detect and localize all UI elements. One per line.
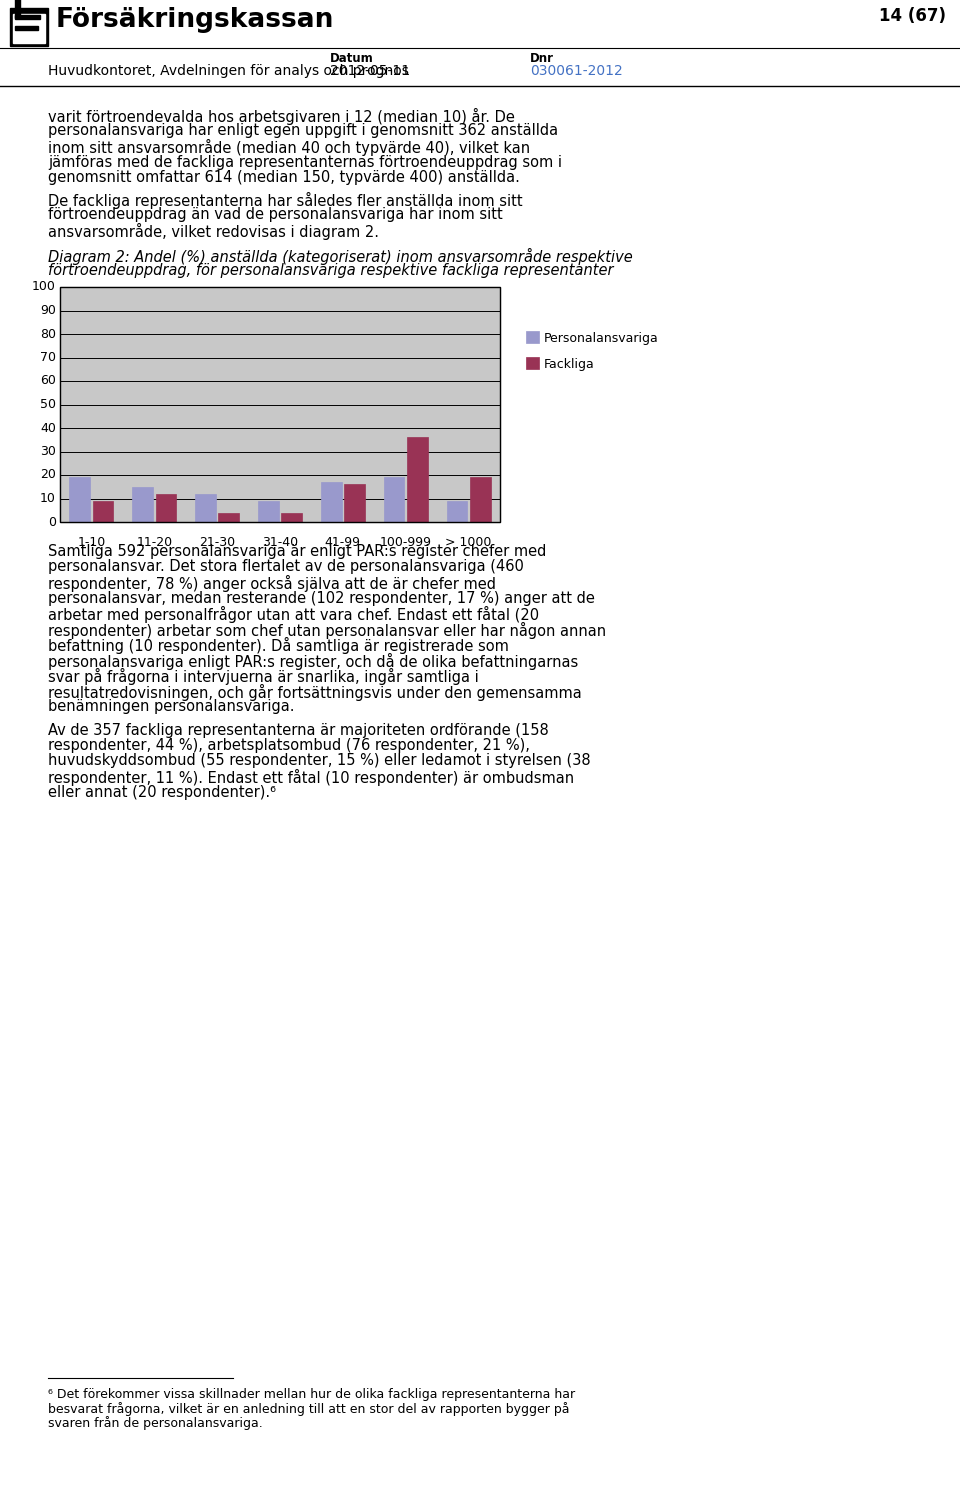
Text: Huvudkontoret, Avdelningen för analys och prognos: Huvudkontoret, Avdelningen för analys oc… xyxy=(48,64,409,77)
Text: respondenter, 78 %) anger också själva att de är chefer med: respondenter, 78 %) anger också själva a… xyxy=(48,575,496,592)
Text: personalansvar. Det stora flertalet av de personalansvariga (460: personalansvar. Det stora flertalet av d… xyxy=(48,559,524,574)
Text: befattning (10 respondenter). Då samtliga är registrerade som: befattning (10 respondenter). Då samtlig… xyxy=(48,636,509,654)
Text: 40: 40 xyxy=(40,421,56,434)
Bar xyxy=(258,501,278,522)
Bar xyxy=(518,315,673,384)
Text: respondenter, 11 %). Endast ett fåtal (10 respondenter) är ombudsman: respondenter, 11 %). Endast ett fåtal (1… xyxy=(48,769,574,787)
Bar xyxy=(407,437,428,522)
Text: 20: 20 xyxy=(40,468,56,482)
Text: personalansvar, medan resterande (102 respondenter, 17 %) anger att de: personalansvar, medan resterande (102 re… xyxy=(48,590,595,605)
Text: arbetar med personalfrågor utan att vara chef. Endast ett fåtal (20: arbetar med personalfrågor utan att vara… xyxy=(48,607,540,623)
Text: benämningen personalansvariga.: benämningen personalansvariga. xyxy=(48,699,295,714)
Text: respondenter) arbetar som chef utan personalansvar eller har någon annan: respondenter) arbetar som chef utan pers… xyxy=(48,622,606,638)
Text: genomsnitt omfattar 614 (median 150, typvärde 400) anställda.: genomsnitt omfattar 614 (median 150, typ… xyxy=(48,170,520,184)
Text: > 1000: > 1000 xyxy=(445,535,492,549)
Bar xyxy=(10,7,48,46)
Bar xyxy=(93,501,113,522)
Bar xyxy=(526,332,539,343)
Bar xyxy=(384,477,404,522)
Bar xyxy=(156,494,177,522)
Text: respondenter, 44 %), arbetsplatsombud (76 respondenter, 21 %),: respondenter, 44 %), arbetsplatsombud (7… xyxy=(48,738,530,752)
Text: förtroendeuppdrag än vad de personalansvariga har inom sitt: förtroendeuppdrag än vad de personalansv… xyxy=(48,207,503,222)
Text: Diagram 2: Andel (%) anställda (kategoriserat) inom ansvarsområde respektive: Diagram 2: Andel (%) anställda (kategori… xyxy=(48,248,633,265)
Text: svaren från de personalansvariga.: svaren från de personalansvariga. xyxy=(48,1416,263,1430)
Text: Dnr: Dnr xyxy=(530,52,554,65)
Bar xyxy=(15,15,40,19)
Text: förtroendeuppdrag, för personalansvariga respektive fackliga representanter: förtroendeuppdrag, för personalansvariga… xyxy=(48,263,613,278)
Text: 2012-05-11: 2012-05-11 xyxy=(330,64,410,77)
Text: 1-10: 1-10 xyxy=(78,535,106,549)
Bar xyxy=(446,501,468,522)
Text: Försäkringskassan: Försäkringskassan xyxy=(56,7,334,33)
Text: 100: 100 xyxy=(32,281,56,293)
Bar xyxy=(218,513,239,522)
Text: eller annat (20 respondenter).⁶: eller annat (20 respondenter).⁶ xyxy=(48,785,276,800)
Bar xyxy=(344,485,365,522)
Text: personalansvariga har enligt egen uppgift i genomsnitt 362 anställda: personalansvariga har enligt egen uppgif… xyxy=(48,123,558,138)
Text: 90: 90 xyxy=(40,303,56,317)
Text: ansvarsområde, vilket redovisas i diagram 2.: ansvarsområde, vilket redovisas i diagra… xyxy=(48,223,379,239)
Bar xyxy=(13,13,45,43)
Text: 70: 70 xyxy=(40,351,56,364)
Text: inom sitt ansvarsområde (median 40 och typvärde 40), vilket kan: inom sitt ansvarsområde (median 40 och t… xyxy=(48,138,530,156)
Text: 030061-2012: 030061-2012 xyxy=(530,64,623,77)
Text: 50: 50 xyxy=(40,399,56,410)
Text: resultatredovisningen, och går fortsättningsvis under den gemensamma: resultatredovisningen, och går fortsättn… xyxy=(48,684,582,700)
Text: Fackliga: Fackliga xyxy=(544,358,595,370)
Bar xyxy=(0,0,960,88)
Bar xyxy=(15,0,20,18)
Bar xyxy=(469,477,491,522)
Bar xyxy=(132,486,153,522)
Text: 14 (67): 14 (67) xyxy=(879,7,946,25)
Text: 30: 30 xyxy=(40,445,56,458)
Text: 60: 60 xyxy=(40,375,56,388)
Bar xyxy=(526,357,539,369)
Bar xyxy=(60,287,500,522)
Text: ⁶ Det förekommer vissa skillnader mellan hur de olika fackliga representanterna : ⁶ Det förekommer vissa skillnader mellan… xyxy=(48,1387,575,1401)
Text: huvudskyddsombud (55 respondenter, 15 %) eller ledamot i styrelsen (38: huvudskyddsombud (55 respondenter, 15 %)… xyxy=(48,754,590,769)
Text: De fackliga representanterna har således fler anställda inom sitt: De fackliga representanterna har således… xyxy=(48,192,522,208)
Text: 0: 0 xyxy=(48,516,56,528)
Text: jämföras med de fackliga representanternas förtroendeuppdrag som i: jämföras med de fackliga representantern… xyxy=(48,155,562,170)
Text: 31-40: 31-40 xyxy=(262,535,298,549)
Bar xyxy=(195,494,216,522)
Text: besvarat frågorna, vilket är en anledning till att en stor del av rapporten bygg: besvarat frågorna, vilket är en anlednin… xyxy=(48,1402,569,1416)
Bar xyxy=(321,482,342,522)
Bar xyxy=(281,513,302,522)
Text: 80: 80 xyxy=(40,327,56,341)
Text: Av de 357 fackliga representanterna är majoriteten ordförande (158: Av de 357 fackliga representanterna är m… xyxy=(48,723,549,738)
Text: personalansvariga enligt PAR:s register, och då de olika befattningarnas: personalansvariga enligt PAR:s register,… xyxy=(48,653,578,669)
Bar xyxy=(15,25,38,30)
Text: Samtliga 592 personalansvariga är enligt PAR:s register chefer med: Samtliga 592 personalansvariga är enligt… xyxy=(48,544,546,559)
Text: varit förtroendevalda hos arbetsgivaren i 12 (median 10) år. De: varit förtroendevalda hos arbetsgivaren … xyxy=(48,109,515,125)
Text: 41-99: 41-99 xyxy=(324,535,361,549)
Text: 10: 10 xyxy=(40,492,56,506)
Text: Datum: Datum xyxy=(330,52,373,65)
Text: Personalansvariga: Personalansvariga xyxy=(544,332,659,345)
Text: 11-20: 11-20 xyxy=(136,535,173,549)
Text: 100-999: 100-999 xyxy=(380,535,432,549)
Bar xyxy=(60,287,500,522)
Text: svar på frågorna i intervjuerna är snarlika, ingår samtliga i: svar på frågorna i intervjuerna är snarl… xyxy=(48,668,479,686)
Bar xyxy=(69,477,90,522)
Text: 21-30: 21-30 xyxy=(199,535,235,549)
